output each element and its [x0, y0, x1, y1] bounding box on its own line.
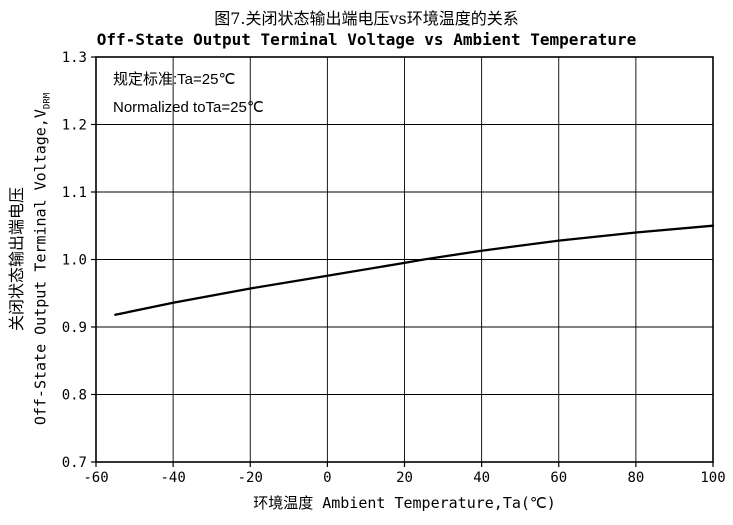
- y-tick-label: 0.8: [62, 388, 87, 404]
- normalization-note-line1: 规定标准:Ta=25℃: [113, 71, 236, 88]
- x-tick-label: 20: [396, 470, 413, 486]
- y-tick-label: 1.1: [62, 185, 87, 201]
- y-axis-title-subscript: DRM: [42, 92, 53, 110]
- data-curve: [114, 224, 715, 316]
- normalization-note-line2: Normalized toTa=25℃: [113, 99, 264, 116]
- x-tick-label: 40: [473, 470, 490, 486]
- x-tick-label: 80: [627, 470, 644, 486]
- x-tick-label: -60: [83, 470, 108, 486]
- y-tick-label: 0.9: [62, 320, 87, 336]
- x-tick-label: -40: [160, 470, 185, 486]
- normalization-note: 规定标准:Ta=25℃ Normalized toTa=25℃: [113, 66, 264, 122]
- x-tick-label: 0: [323, 470, 331, 486]
- chart-title-english: Off-State Output Terminal Voltage vs Amb…: [96, 30, 637, 49]
- y-tick-label: 0.7: [62, 455, 87, 471]
- y-tick-label: 1.0: [62, 253, 87, 269]
- y-axis-title-chinese: 关闭状态输出端电压: [7, 186, 26, 332]
- chart-title-chinese: 图7.关闭状态输出端电压vs环境温度的关系: [214, 9, 519, 28]
- x-tick-label: 60: [550, 470, 567, 486]
- y-tick-label: 1.2: [62, 118, 87, 134]
- y-axis-title-text: Off-State Output Terminal Voltage,V: [31, 109, 50, 426]
- y-tick-label: 1.3: [62, 50, 87, 66]
- x-axis-title: 环境温度 Ambient Temperature,Ta(℃): [253, 494, 556, 512]
- x-tick-label: -20: [238, 470, 263, 486]
- y-axis-title-english: Off-State Output Terminal Voltage,VDRM: [32, 93, 53, 425]
- x-tick-label: 100: [700, 470, 725, 486]
